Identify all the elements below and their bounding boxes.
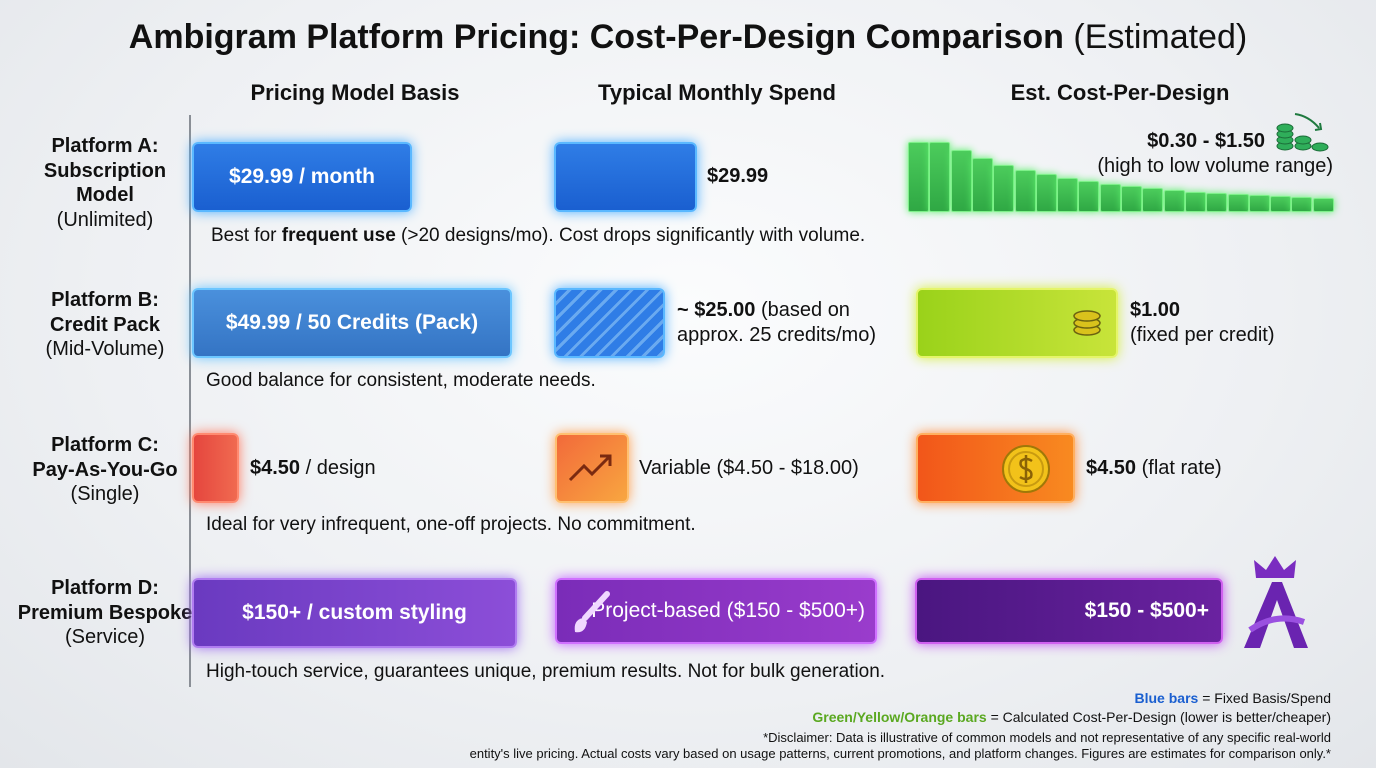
cost-part: (flat rate) <box>1136 457 1222 479</box>
logo <box>1244 556 1308 648</box>
legend-text: = Calculated Cost-Per-Design (lower is b… <box>986 709 1331 725</box>
row-label: Platform B: Credit Pack (Mid-Volume) <box>5 288 205 362</box>
label-line: Premium Bespoke <box>17 601 193 624</box>
cost-bar-segment <box>1014 170 1036 212</box>
sub-label: (Unlimited) <box>56 208 154 231</box>
cost-bar-segment <box>1035 174 1057 212</box>
cost-bar-segment <box>1206 193 1228 212</box>
title-suffix: (Estimated) <box>1073 18 1248 56</box>
cost-bar <box>916 288 1118 358</box>
label-line: Pay-As-You-Go <box>32 458 178 481</box>
row-note: Best for frequent use (>20 designs/mo). … <box>211 226 865 245</box>
cost-bar-segment <box>1078 181 1100 212</box>
row-note: High-touch service, guarantees unique, p… <box>206 661 886 682</box>
spend-text: Variable ($4.50 - $18.00) <box>639 457 859 479</box>
cost-text: $0.30 - $1.50 <box>1147 130 1265 152</box>
cost-bar-segment <box>1291 197 1313 212</box>
label-line: Platform C: <box>51 434 159 456</box>
legend-text: = Fixed Basis/Spend <box>1198 690 1331 706</box>
trend-icon <box>568 454 612 482</box>
note-part: (>20 designs/mo). Cost drops significant… <box>395 225 866 246</box>
cost-bar-segment <box>1270 196 1292 212</box>
cost-bar-segment <box>1057 178 1079 212</box>
spend-bar: Project-based ($150 - $500+) <box>555 578 877 644</box>
column-header: Pricing Model Basis <box>250 80 460 105</box>
basis-text: $49.99 / 50 Credits (Pack) <box>225 311 479 334</box>
cost-bar-segment <box>1312 198 1334 212</box>
title-main: Ambigram Platform Pricing: Cost-Per-Desi… <box>128 18 1064 56</box>
note-part: Best for <box>211 225 282 246</box>
legend-key: Green/Yellow/Orange bars <box>812 709 987 725</box>
cost-text: $150 - $500+ <box>1084 599 1209 622</box>
legend-entry: Blue bars = Fixed Basis/Spend <box>1135 691 1332 705</box>
cost-bar-segment <box>971 158 993 212</box>
basis-bar: $29.99 / month <box>192 142 412 212</box>
column-header: Typical Monthly Spend <box>598 80 836 105</box>
row-label: Platform A: Subscription Model (Unlimited) <box>5 134 205 232</box>
coin-icon <box>1002 445 1050 493</box>
cost-bar-segment <box>1121 186 1142 212</box>
spend-text: $29.99 <box>707 165 769 187</box>
spend-text: ~ $25.00 (based on <box>677 300 850 320</box>
cost-bar-segment <box>1099 184 1121 212</box>
row-note: Ideal for very infrequent, one-off proje… <box>206 514 696 535</box>
row-note: Good balance for consistent, moderate ne… <box>206 370 596 391</box>
cost-subtext: (high to low volume range) <box>1097 155 1333 177</box>
disclaimer: *Disclaimer: Data is illustrative of com… <box>763 730 1331 745</box>
sub-label: (Single) <box>70 483 140 505</box>
cost-bar-segment <box>993 165 1015 212</box>
cost-bar: $150 - $500+ <box>915 578 1223 644</box>
basis-text: $150+ / custom styling <box>242 601 467 624</box>
label-line: Platform A: <box>51 135 159 157</box>
cost-text: $4.50 (flat rate) <box>1086 458 1222 478</box>
basis-text: $4.50 / design <box>250 458 376 478</box>
divider <box>189 115 191 687</box>
basis-part: / design <box>300 457 376 479</box>
note-emphasis: frequent use <box>281 225 396 246</box>
spend-bar <box>555 433 629 503</box>
cost-bar-segment <box>950 150 972 212</box>
cost-bold: $4.50 <box>1086 457 1137 479</box>
cost-bar-segment <box>1163 190 1185 212</box>
cost-subtext: (fixed per credit) <box>1130 324 1275 346</box>
cost-bar-segment <box>1227 194 1249 212</box>
row-label: Platform D: Premium Bespoke (Service) <box>5 576 205 650</box>
coin-stack-icon <box>1073 310 1101 336</box>
cost-bar-segment <box>929 142 951 212</box>
row-label: Platform C: Pay-As-You-Go (Single) <box>5 433 205 507</box>
spend-text: approx. 25 credits/mo) <box>677 324 876 346</box>
coins-icon <box>1276 113 1329 152</box>
cost-bar <box>916 433 1075 503</box>
disclaimer: entity's live pricing. Actual costs vary… <box>469 746 1331 761</box>
legend-entry: Green/Yellow/Orange bars = Calculated Co… <box>812 710 1331 724</box>
label-line: Subscription <box>43 159 167 182</box>
cost-bar-segment <box>1142 188 1164 212</box>
cost-bar-segment <box>1248 195 1270 212</box>
label-line: Platform B: <box>51 289 159 311</box>
basis-bar <box>192 433 239 503</box>
label-line: Platform D: <box>51 577 159 599</box>
sub-label: (Service) <box>64 626 145 648</box>
spend-part: (based on <box>755 299 850 321</box>
basis-text: $29.99 / month <box>229 165 375 188</box>
label-line: Model <box>76 184 134 206</box>
cost-text: $1.00 <box>1130 299 1181 321</box>
cost-bar-segment <box>1184 192 1206 212</box>
spend-bar <box>554 288 665 358</box>
cost-bar-segment <box>908 142 929 212</box>
spend-bold: ~ $25.00 <box>677 299 756 321</box>
brush-icon <box>574 591 610 633</box>
sub-label: (Mid-Volume) <box>45 338 165 360</box>
spend-bar <box>554 142 697 212</box>
title: Ambigram Platform Pricing: Cost-Per-Desi… <box>129 20 1247 54</box>
column-header: Est. Cost-Per-Design <box>1010 80 1230 105</box>
spend-text: Project-based ($150 - $500+) <box>591 599 865 622</box>
basis-bar: $49.99 / 50 Credits (Pack) <box>192 288 512 358</box>
basis-bar: $150+ / custom styling <box>192 578 517 648</box>
label-line: Credit Pack <box>49 313 161 336</box>
legend-key: Blue bars <box>1134 690 1199 706</box>
basis-bold: $4.50 <box>250 457 301 479</box>
